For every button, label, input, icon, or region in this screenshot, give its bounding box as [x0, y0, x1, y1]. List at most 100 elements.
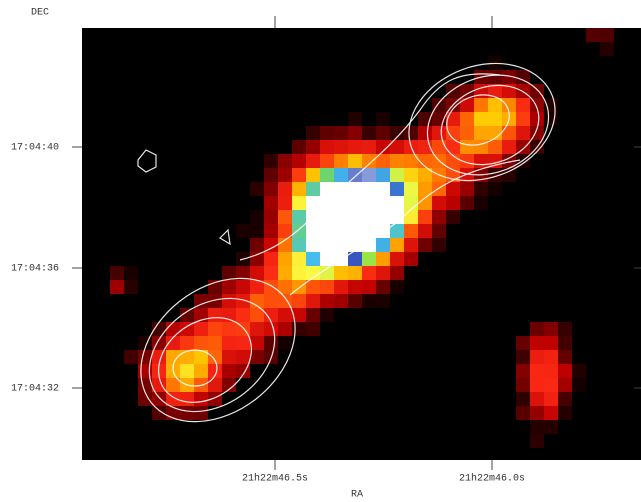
- image-pixel: [376, 210, 390, 224]
- image-pixel: [250, 182, 264, 196]
- image-pixel: [278, 308, 292, 322]
- image-pixel: [306, 126, 320, 140]
- image-pixel: [180, 364, 194, 378]
- image-pixel: [530, 364, 544, 378]
- image-pixel: [292, 238, 306, 252]
- image-pixel: [264, 336, 278, 350]
- image-pixel: [376, 168, 390, 182]
- image-pixel: [208, 392, 222, 406]
- image-pixel: [222, 280, 236, 294]
- image-pixel: [264, 224, 278, 238]
- image-pixel: [250, 266, 264, 280]
- image-pixel: [390, 196, 404, 210]
- image-pixel: [320, 238, 334, 252]
- image-pixel: [488, 112, 502, 126]
- image-pixel: [362, 196, 376, 210]
- image-pixel: [334, 224, 348, 238]
- image-pixel: [460, 196, 474, 210]
- x-tick-label: 21h22m46.5s: [242, 473, 308, 485]
- image-pixel: [558, 322, 572, 336]
- image-pixel: [334, 266, 348, 280]
- image-pixel: [544, 112, 558, 126]
- x-tick-label: 21h22m46.0s: [459, 473, 525, 485]
- image-pixel: [292, 168, 306, 182]
- image-pixel: [124, 350, 138, 364]
- image-pixel: [236, 336, 250, 350]
- image-pixel: [110, 280, 124, 294]
- image-pixel: [516, 140, 530, 154]
- image-pixel: [362, 294, 376, 308]
- image-pixel: [278, 168, 292, 182]
- image-pixel: [208, 322, 222, 336]
- image-pixel: [334, 140, 348, 154]
- image-pixel: [278, 252, 292, 266]
- image-pixel: [264, 196, 278, 210]
- image-pixel: [572, 364, 586, 378]
- image-pixel: [348, 294, 362, 308]
- image-pixel: [348, 210, 362, 224]
- image-pixel: [306, 168, 320, 182]
- image-pixel: [376, 252, 390, 266]
- image-pixel: [222, 350, 236, 364]
- image-pixel: [124, 280, 138, 294]
- image-pixel: [208, 308, 222, 322]
- image-pixel: [222, 322, 236, 336]
- image-pixel: [264, 266, 278, 280]
- image-pixel: [264, 308, 278, 322]
- image-pixel: [180, 350, 194, 364]
- image-pixel: [432, 210, 446, 224]
- image-pixel: [334, 126, 348, 140]
- image-pixel: [264, 294, 278, 308]
- image-pixel: [222, 364, 236, 378]
- image-pixel: [600, 42, 614, 56]
- image-pixel: [530, 434, 544, 448]
- image-pixel: [544, 350, 558, 364]
- image-pixel: [404, 238, 418, 252]
- image-pixel: [544, 336, 558, 350]
- image-pixel: [180, 406, 194, 420]
- image-pixel: [362, 266, 376, 280]
- image-pixel: [278, 196, 292, 210]
- image-pixel: [222, 336, 236, 350]
- image-pixel: [600, 28, 614, 42]
- image-pixel: [152, 392, 166, 406]
- image-pixel: [264, 168, 278, 182]
- image-pixel: [418, 224, 432, 238]
- image-pixel: [488, 182, 502, 196]
- image-pixel: [348, 266, 362, 280]
- image-pixel: [222, 294, 236, 308]
- image-pixel: [446, 182, 460, 196]
- image-pixel: [278, 210, 292, 224]
- image-pixel: [306, 224, 320, 238]
- image-pixel: [516, 350, 530, 364]
- image-pixel: [460, 182, 474, 196]
- image-pixel: [558, 392, 572, 406]
- image-pixel: [348, 182, 362, 196]
- image-pixel: [264, 238, 278, 252]
- image-pixel: [516, 364, 530, 378]
- image-pixel: [516, 406, 530, 420]
- image-pixel: [460, 98, 474, 112]
- image-pixel: [544, 364, 558, 378]
- image-pixel: [208, 350, 222, 364]
- image-pixel: [474, 126, 488, 140]
- page: DEC RA 17:04:40 17:04:36 17:04:32 21h22m…: [0, 0, 641, 502]
- image-pixel: [530, 406, 544, 420]
- image-pixel: [124, 266, 138, 280]
- image-pixel: [306, 182, 320, 196]
- image-pixel: [460, 140, 474, 154]
- image-pixel: [348, 238, 362, 252]
- image-pixel: [250, 224, 264, 238]
- image-pixel: [194, 406, 208, 420]
- image-pixel: [530, 112, 544, 126]
- image-pixel: [236, 350, 250, 364]
- image-pixel: [264, 210, 278, 224]
- y-tick-label: 17:04:36: [11, 264, 59, 275]
- image-pixel: [334, 168, 348, 182]
- image-pixel: [236, 224, 250, 238]
- image-pixel: [432, 182, 446, 196]
- image-pixel: [362, 280, 376, 294]
- image-pixel: [264, 322, 278, 336]
- image-pixel: [348, 196, 362, 210]
- image-pixel: [194, 364, 208, 378]
